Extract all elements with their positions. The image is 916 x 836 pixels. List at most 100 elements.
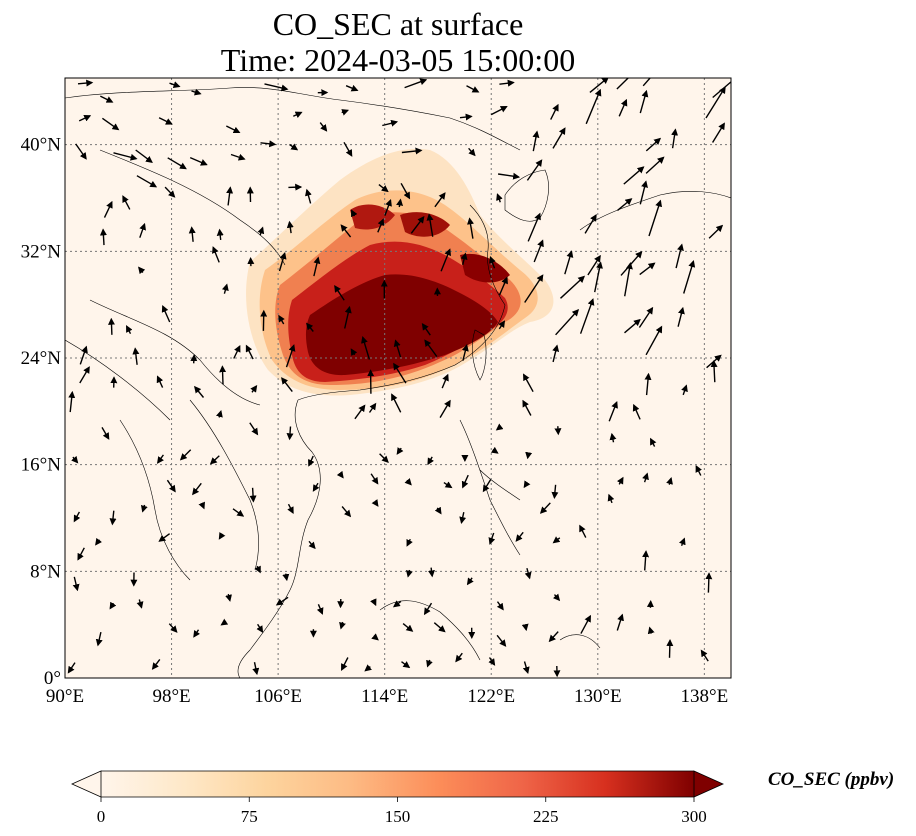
lon-tick-label: 98°E — [152, 686, 190, 707]
wind-arrow — [404, 478, 412, 486]
wind-arrow — [230, 153, 246, 161]
wind-arrow — [164, 186, 176, 198]
wind-arrow — [189, 156, 208, 166]
wind-arrow — [156, 454, 164, 464]
wind-arrow — [341, 657, 349, 671]
wind-arrow — [287, 503, 294, 515]
wind-arrow — [113, 152, 138, 161]
wind-arrow — [393, 339, 402, 358]
wind-arrow — [498, 276, 508, 296]
wind-arrow — [533, 239, 544, 263]
wind-arrow — [460, 252, 468, 265]
wind-arrow — [354, 404, 366, 420]
wind-arrow — [499, 79, 515, 87]
wind-arrow — [695, 465, 702, 476]
wind-arrow — [609, 432, 617, 443]
wind-arrow — [427, 456, 434, 466]
wind-arrow — [169, 81, 181, 88]
wind-arrow — [642, 550, 650, 571]
wind-arrow — [158, 533, 171, 542]
wind-arrow — [361, 336, 371, 360]
lon-tick-label: 90°E — [46, 686, 84, 707]
wind-arrow — [368, 402, 377, 413]
wind-arrow — [264, 83, 289, 92]
lat-tick-label: 8°N — [30, 561, 61, 582]
wind-arrow — [188, 226, 196, 242]
wind-arrow — [526, 159, 543, 181]
wind-arrow — [336, 470, 344, 479]
wind-arrow — [103, 200, 113, 218]
colorbar: 0 75 150 225 300 — [71, 770, 724, 826]
lat-tick-label: 16°N — [21, 455, 62, 476]
wind-arrow — [249, 422, 259, 436]
wind-arrow — [382, 119, 399, 127]
wind-arrow — [216, 409, 223, 418]
wind-arrow — [525, 451, 533, 460]
wind-arrow — [584, 213, 597, 234]
wind-arrow — [140, 504, 148, 513]
wind-arrow — [642, 78, 657, 87]
wind-arrow — [79, 366, 90, 384]
wind-arrow — [461, 474, 469, 489]
wind-arrow — [334, 285, 345, 301]
wind-arrow — [608, 400, 618, 422]
wind-arrow — [308, 540, 316, 550]
wind-arrow — [675, 243, 684, 269]
wind-arrow — [406, 538, 413, 547]
wind-arrow — [410, 215, 425, 234]
wind-arrow — [650, 437, 657, 447]
wind-arrow — [671, 128, 679, 149]
wind-arrow — [428, 567, 435, 578]
lon-tick-label: 122°E — [467, 686, 515, 707]
wind-arrow — [589, 78, 609, 93]
latitude-labels: 0° 8°N 16°N 24°N 32°N 40°N — [21, 135, 62, 689]
wind-arrow — [579, 298, 595, 334]
wind-arrow — [285, 344, 296, 368]
wind-arrow — [364, 664, 372, 672]
wind-arrow — [645, 325, 663, 356]
wind-vectors — [67, 78, 731, 678]
wind-arrow — [179, 449, 192, 461]
wind-arrow — [194, 385, 205, 398]
wind-arrow — [401, 147, 423, 155]
wind-arrow — [468, 147, 476, 157]
wind-arrow — [564, 250, 574, 275]
wind-arrow — [275, 596, 289, 606]
wind-arrow — [708, 224, 724, 239]
wind-arrow — [677, 306, 685, 327]
map-title: CO_SEC at surface — [272, 6, 524, 42]
wind-arrow — [404, 78, 428, 89]
wind-arrow — [482, 479, 492, 493]
wind-arrow — [466, 577, 474, 586]
wind-arrow — [344, 305, 352, 329]
wind-arrow — [443, 481, 453, 489]
lat-tick-label: 24°N — [21, 348, 62, 369]
wind-arrow — [341, 109, 350, 116]
wind-arrow — [405, 569, 413, 578]
co-sec-plume — [246, 148, 554, 396]
wind-arrow — [138, 266, 146, 275]
wind-arrow — [440, 248, 451, 272]
wind-arrow — [101, 427, 110, 440]
wind-arrow — [580, 614, 591, 634]
wind-arrow — [384, 198, 392, 216]
wind-arrow — [293, 111, 303, 119]
wind-arrow — [461, 344, 469, 361]
wind-arrow — [256, 623, 264, 633]
wind-arrow — [639, 262, 656, 276]
wind-arrow — [467, 217, 474, 239]
wind-arrow — [648, 199, 662, 237]
wind-arrow — [249, 487, 257, 503]
wind-arrow — [607, 493, 615, 504]
wind-arrow — [67, 662, 76, 674]
wind-arrow — [166, 479, 176, 493]
map-time: Time: 2024-03-05 15:00:00 — [220, 42, 576, 78]
wind-arrow — [700, 649, 709, 662]
map-frame — [64, 77, 732, 679]
colorbar-tick-label: 150 — [385, 807, 411, 826]
wind-arrow — [221, 283, 229, 294]
wind-arrow — [644, 372, 652, 396]
wind-arrow — [192, 482, 202, 496]
colorbar-extend-low — [71, 770, 102, 798]
wind-arrow — [79, 345, 88, 365]
